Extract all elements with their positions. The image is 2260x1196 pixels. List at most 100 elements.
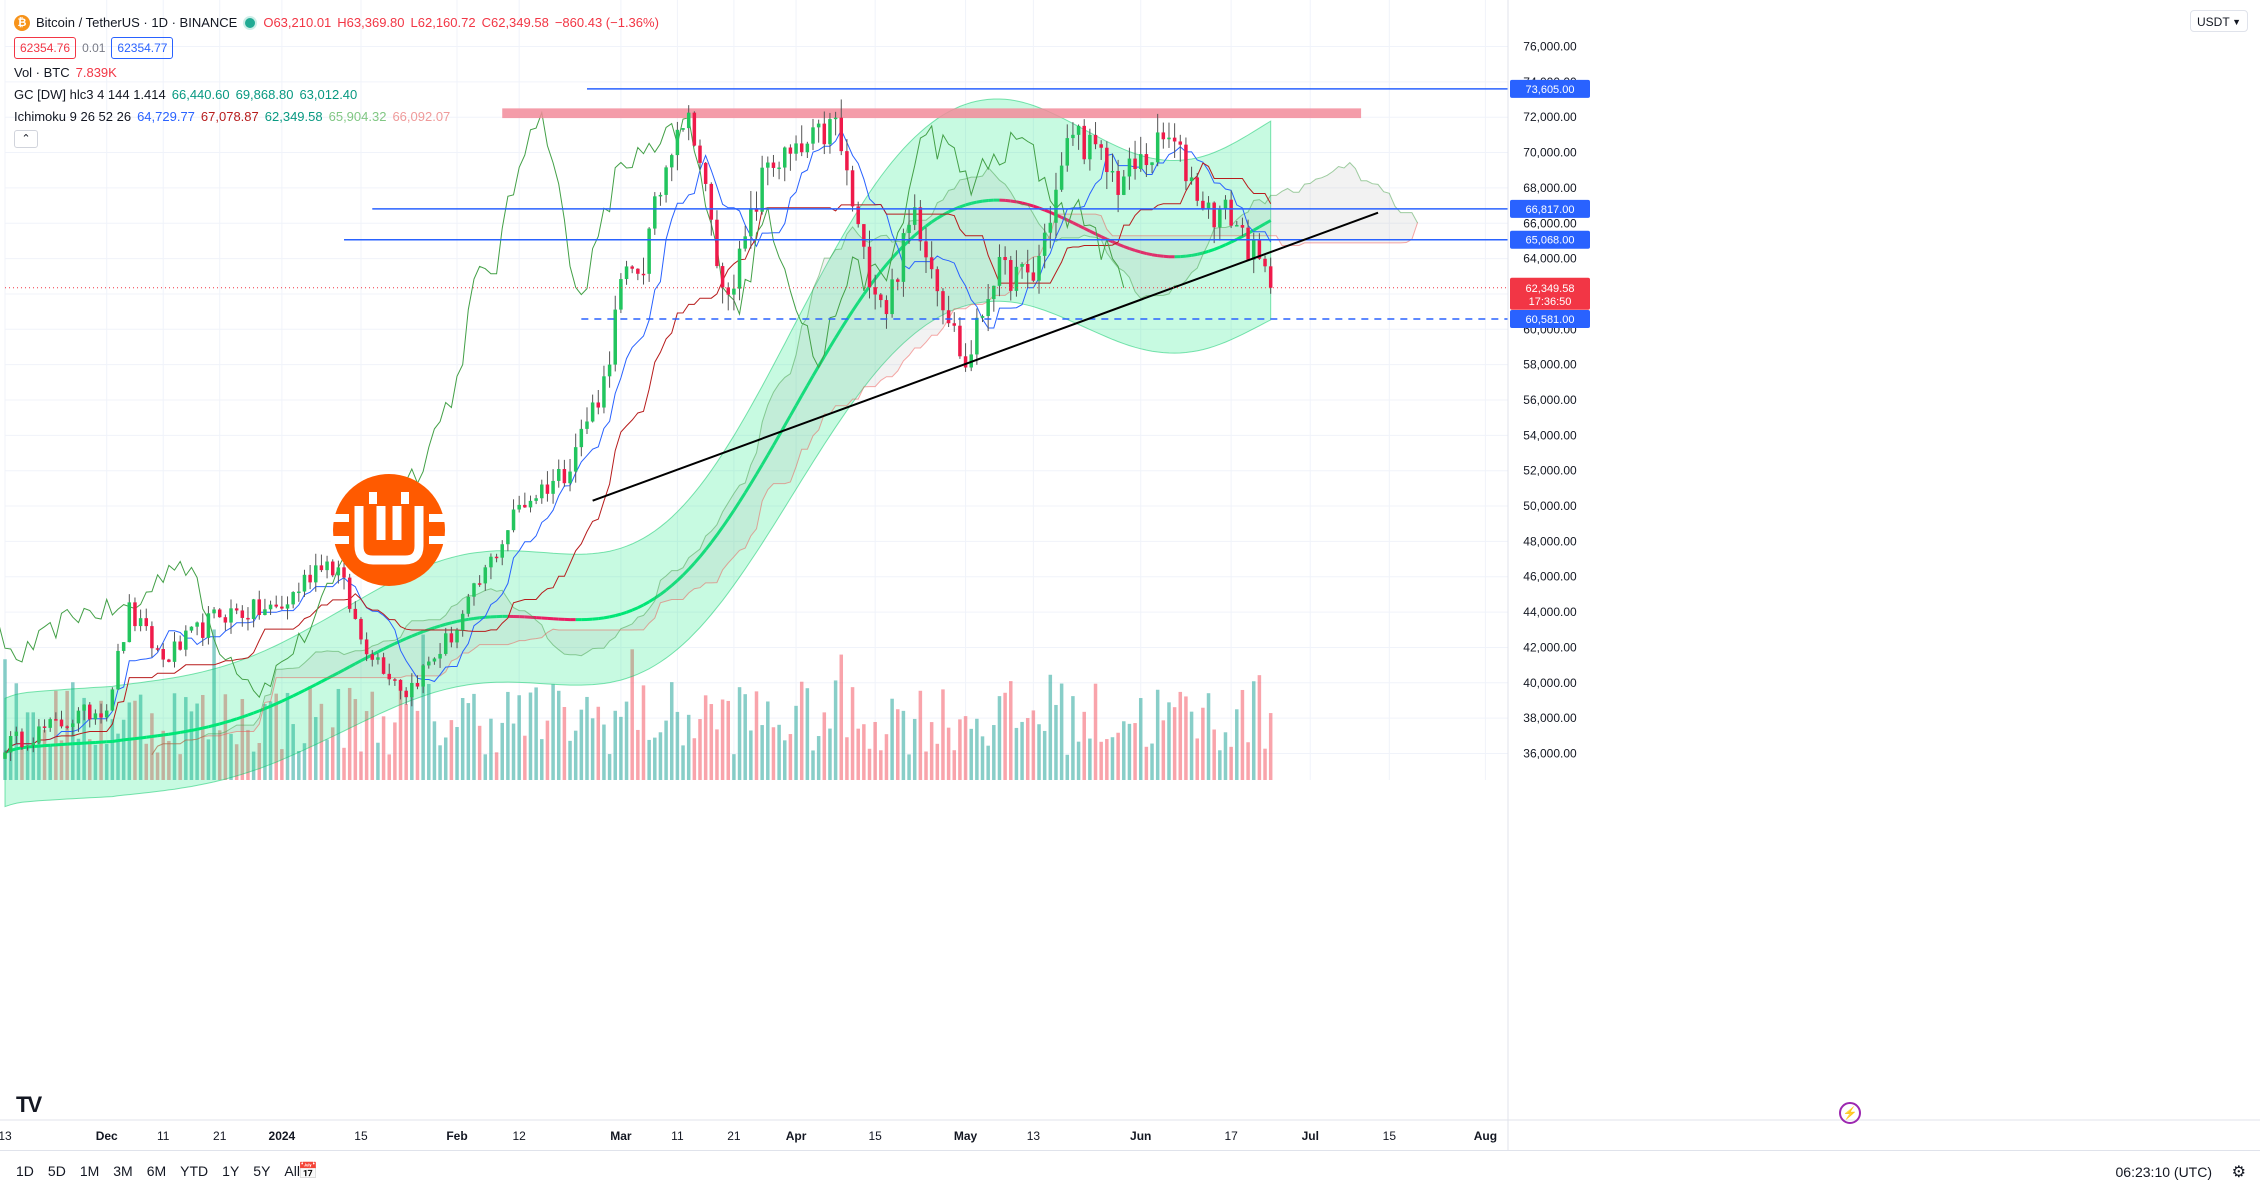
gaussian-channel-midline — [615, 614, 621, 616]
volume-bar — [602, 725, 606, 780]
buy-price-button[interactable]: 62354.77 — [111, 37, 173, 59]
volume-bar — [947, 728, 951, 780]
candle-body — [783, 148, 787, 168]
candle-body — [1139, 154, 1143, 169]
volume-bar — [1111, 737, 1115, 780]
gaussian-channel-midline — [169, 733, 175, 734]
volume-bar — [647, 740, 651, 780]
volume-bar — [433, 721, 437, 780]
gaussian-channel-midline — [186, 730, 192, 731]
range-1d[interactable]: 1D — [16, 1163, 34, 1179]
candle-body — [777, 168, 781, 170]
range-1y[interactable]: 1Y — [222, 1163, 239, 1179]
volume-bar — [693, 738, 697, 780]
price-tick-label: 68,000.00 — [1523, 181, 1577, 195]
ichimoku-legend[interactable]: Ichimoku 9 26 52 26 64,729.77 67,078.87 … — [14, 106, 659, 128]
gaussian-channel-midline — [146, 737, 152, 738]
candle-body — [919, 207, 923, 241]
range-3m[interactable]: 3M — [113, 1163, 132, 1179]
volume-bar — [659, 732, 663, 780]
volume-bar — [551, 684, 555, 780]
volume-bar — [1049, 675, 1053, 780]
candle-body — [1156, 132, 1160, 162]
volume-bar — [568, 741, 572, 780]
utc-clock[interactable]: 06:23:10 (UTC) — [2116, 1164, 2212, 1180]
volume-bar — [1077, 742, 1081, 780]
trade-row: 62354.76 0.01 62354.77 — [14, 34, 659, 62]
candle-body — [297, 592, 301, 594]
symbol-title[interactable]: Bitcoin / TetherUS · 1D · BINANCE — [36, 14, 237, 32]
volume-bar — [800, 682, 804, 780]
currency-selector[interactable]: USDT ▼ — [2190, 10, 2248, 32]
price-tick-label: 42,000.00 — [1523, 640, 1577, 654]
candle-body — [540, 485, 544, 499]
candle-body — [201, 622, 205, 637]
candle-body — [269, 605, 273, 610]
candle-body — [156, 648, 160, 650]
candle-body — [879, 295, 883, 301]
volume-bar — [1003, 693, 1007, 780]
chevron-up-icon[interactable]: ⌃ — [14, 130, 38, 148]
candle-body — [1212, 203, 1216, 228]
volume-bar — [444, 737, 448, 780]
volume-bar — [1162, 720, 1166, 780]
brand-logo — [329, 470, 449, 590]
candle-body — [359, 619, 363, 640]
volume-bar — [580, 710, 584, 780]
candle-body — [495, 557, 499, 559]
range-ytd[interactable]: YTD — [180, 1163, 208, 1179]
candle-body — [591, 402, 595, 421]
volume-value: 7.839K — [76, 64, 117, 82]
range-1m[interactable]: 1M — [80, 1163, 99, 1179]
candle-body — [806, 144, 810, 153]
volume-bar — [755, 691, 759, 780]
market-status-icon[interactable] — [243, 16, 257, 30]
tradingview-logo[interactable]: TV — [16, 1092, 40, 1118]
range-6m[interactable]: 6M — [147, 1163, 166, 1179]
candle-body — [749, 208, 753, 236]
candle-body — [1195, 177, 1199, 200]
volume-bar — [726, 701, 730, 780]
candle-body — [99, 713, 103, 717]
volume-bar — [896, 709, 900, 780]
candle-body — [15, 732, 19, 736]
volume-bar — [613, 711, 617, 780]
volume-bar — [512, 724, 516, 780]
range-5d[interactable]: 5D — [48, 1163, 66, 1179]
candle-body — [291, 592, 295, 604]
candle-body — [710, 184, 714, 220]
volume-bar — [766, 701, 770, 780]
candle-body — [574, 447, 578, 471]
candle-body — [1224, 200, 1228, 209]
gc-legend[interactable]: GC [DW] hlc3 4 144 1.414 66,440.60 69,86… — [14, 84, 659, 106]
ohlc-high: H63,369.80 — [337, 14, 404, 32]
candle-body — [376, 657, 380, 659]
volume-bar — [919, 691, 923, 780]
range-5y[interactable]: 5Y — [253, 1163, 270, 1179]
candle-body — [393, 679, 397, 681]
volume-legend[interactable]: Vol · BTC 7.839K — [14, 62, 659, 84]
calendar-icon[interactable]: 📅 — [298, 1161, 318, 1181]
lightning-icon[interactable]: ⚡ — [1839, 1102, 1861, 1124]
candle-body — [43, 726, 47, 728]
volume-bar — [986, 746, 990, 780]
candle-body — [139, 618, 143, 626]
volume-bar — [1054, 705, 1058, 780]
candle-body — [721, 266, 725, 287]
gc-value-1: 66,440.60 — [172, 86, 230, 104]
candle-body — [308, 575, 312, 583]
candle-body — [286, 604, 290, 608]
price-tick-label: 36,000.00 — [1523, 746, 1577, 760]
volume-bar — [998, 696, 1002, 780]
candle-body — [484, 567, 488, 583]
sell-price-button[interactable]: 62354.76 — [14, 37, 76, 59]
volume-bar — [879, 750, 883, 780]
candle-body — [3, 752, 7, 758]
candle-body — [1145, 154, 1149, 165]
gear-icon[interactable]: ⚙ — [2232, 1162, 2246, 1182]
candle-body — [964, 356, 968, 367]
volume-bar — [636, 730, 640, 780]
countdown-label: 17:36:50 — [1529, 296, 1572, 308]
price-tick-label: 76,000.00 — [1523, 40, 1577, 54]
candle-body — [958, 326, 962, 357]
